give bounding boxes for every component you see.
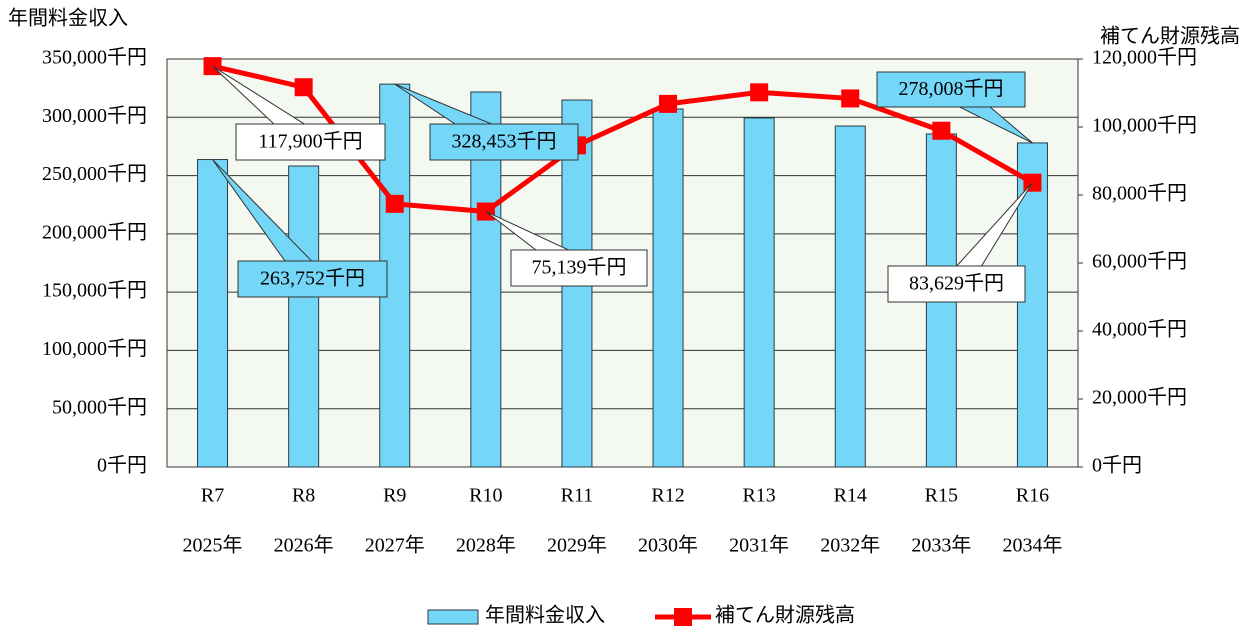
callout-box [510, 249, 648, 287]
x-tick-year: 2028年 [456, 534, 516, 557]
y2-tick-label: 0千円 [1092, 454, 1142, 477]
marker [841, 89, 860, 108]
x-tick-label: R10 [469, 485, 502, 507]
y-tick-label: 100,000千円 [42, 337, 147, 360]
data-label: 278,008千円 [899, 77, 1004, 100]
legend-label: 補てん財源残高 [715, 604, 855, 627]
x-tick-year: 2027年 [365, 534, 425, 557]
legend-swatch [674, 608, 692, 626]
x-tick-year: 2025年 [183, 534, 243, 557]
x-tick-year: 2029年 [547, 534, 607, 557]
legend-label: 年間料金収入 [485, 604, 605, 627]
callout-box [237, 260, 388, 298]
marker [385, 194, 404, 213]
y-tick-label: 150,000千円 [42, 279, 147, 302]
x-tick-label: R7 [201, 485, 224, 507]
x-tick-year: 2031年 [729, 534, 789, 557]
x-tick-year: 2026年 [274, 534, 334, 557]
x-tick-year: 2032年 [820, 534, 880, 557]
x-tick-label: R14 [834, 485, 867, 507]
x-tick-year: 2033年 [911, 534, 971, 557]
y2-tick-label: 40,000千円 [1092, 318, 1187, 341]
x-tick-year: 2034年 [1002, 534, 1062, 557]
data-label: 328,453千円 [452, 130, 557, 153]
y2-axis-title: 補てん財源残高 [1100, 25, 1240, 48]
bar [652, 108, 684, 468]
y-tick-label: 0千円 [97, 454, 147, 477]
callout-box [876, 71, 1026, 108]
y2-tick-label: 60,000千円 [1092, 250, 1187, 273]
bar [743, 117, 775, 468]
plot-border [166, 58, 1079, 468]
callout-box [887, 265, 1026, 303]
bar [288, 165, 320, 468]
callout-box [235, 123, 386, 161]
y-tick-label: 350,000千円 [42, 46, 147, 69]
y-tick-label: 300,000千円 [42, 104, 147, 127]
marker [932, 121, 951, 140]
data-label: 263,752千円 [260, 267, 365, 290]
data-label: 117,900千円 [258, 130, 362, 153]
callout-box [429, 123, 579, 161]
x-tick-label: R11 [561, 485, 594, 507]
y-tick-label: 250,000千円 [42, 162, 147, 185]
y2-tick-label: 100,000千円 [1092, 114, 1197, 137]
x-tick-label: R12 [651, 485, 684, 507]
marker [294, 78, 313, 97]
y-tick-label: 200,000千円 [42, 220, 147, 243]
y2-tick-label: 20,000千円 [1092, 386, 1187, 409]
x-tick-year: 2030年 [638, 534, 698, 557]
x-tick-label: R13 [742, 485, 775, 507]
y2-tick-label: 80,000千円 [1092, 182, 1187, 205]
x-tick-label: R8 [292, 485, 315, 507]
x-tick-label: R16 [1016, 485, 1049, 507]
marker [750, 83, 769, 102]
x-tick-label: R15 [925, 485, 958, 507]
marker [659, 94, 678, 113]
y2-tick-label: 120,000千円 [1092, 46, 1197, 69]
y-axis-title: 年間料金収入 [8, 7, 128, 30]
data-label: 75,139千円 [532, 256, 627, 279]
y-tick-label: 50,000千円 [52, 395, 147, 418]
data-label: 83,629千円 [909, 272, 1004, 295]
bar [197, 159, 229, 468]
legend-swatch [427, 609, 479, 625]
x-tick-label: R9 [383, 485, 406, 507]
bar [834, 125, 866, 468]
